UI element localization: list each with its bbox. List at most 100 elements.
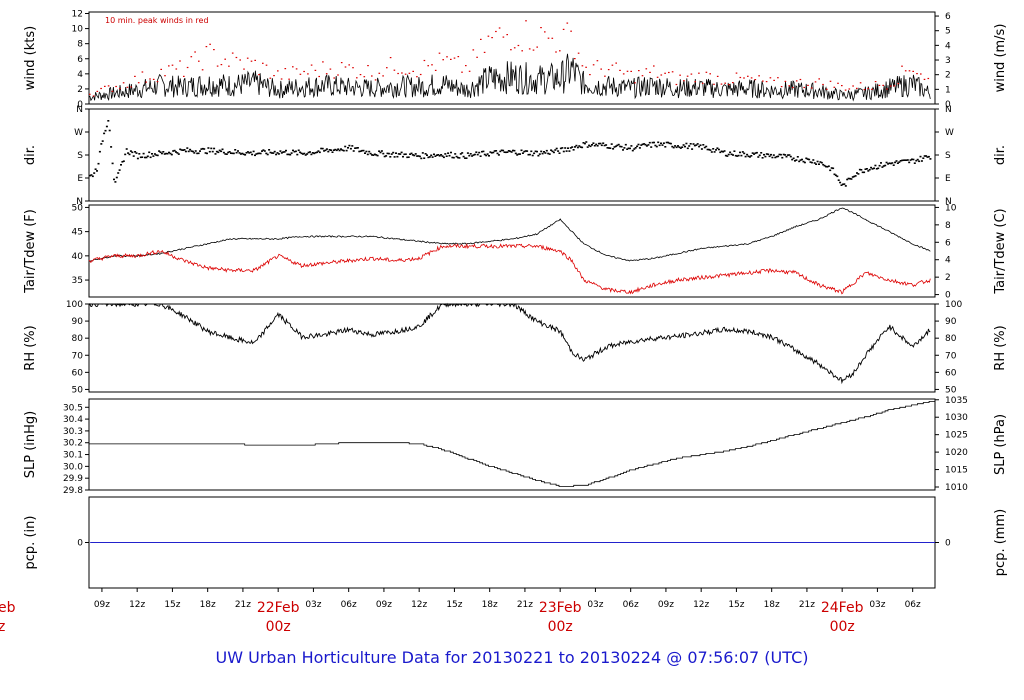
direction-point bbox=[492, 151, 495, 154]
peak-wind-point bbox=[607, 69, 610, 71]
peak-wind-point bbox=[510, 49, 512, 51]
direction-point bbox=[540, 150, 543, 153]
direction-point bbox=[132, 155, 135, 157]
direction-point bbox=[889, 162, 892, 165]
direction-point bbox=[839, 181, 842, 184]
direction-point bbox=[292, 149, 294, 152]
direction-point bbox=[155, 154, 158, 156]
direction-point bbox=[709, 149, 712, 151]
direction-point bbox=[311, 152, 314, 154]
peak-wind-point bbox=[555, 51, 557, 53]
peak-wind-point bbox=[491, 37, 493, 39]
direction-point bbox=[919, 155, 922, 158]
direction-point bbox=[244, 154, 247, 156]
direction-point bbox=[455, 155, 458, 158]
direction-point bbox=[650, 146, 653, 148]
direction-point bbox=[860, 169, 863, 171]
direction-point bbox=[857, 173, 860, 175]
peak-wind-point bbox=[386, 67, 388, 69]
direction-point bbox=[927, 155, 930, 158]
peak-wind-point bbox=[348, 64, 350, 66]
panel-frame-2 bbox=[88, 204, 936, 298]
peak-wind-point bbox=[916, 73, 918, 75]
direction-point bbox=[107, 120, 110, 122]
direction-point bbox=[699, 144, 702, 146]
direction-point bbox=[638, 147, 641, 149]
direction-point bbox=[772, 154, 775, 156]
direction-point bbox=[142, 152, 145, 155]
peak-wind-point bbox=[818, 78, 820, 80]
direction-point bbox=[834, 174, 837, 177]
xtick-label: 06z bbox=[623, 600, 639, 610]
peak-wind-point bbox=[254, 59, 256, 61]
direction-point bbox=[483, 153, 486, 156]
direction-point bbox=[145, 156, 148, 159]
ylabel-right: Tair/Tdew (C) bbox=[993, 208, 1008, 294]
direction-point bbox=[254, 154, 256, 157]
peak-wind-point bbox=[213, 49, 215, 51]
direction-point bbox=[606, 147, 609, 149]
peak-wind-point bbox=[265, 64, 268, 66]
peak-wind-point bbox=[562, 28, 565, 30]
peak-wind-point bbox=[863, 89, 866, 91]
direction-point bbox=[129, 150, 132, 152]
peak-wind-point bbox=[852, 85, 854, 87]
direction-point bbox=[444, 153, 447, 155]
peak-wind-point bbox=[382, 75, 384, 77]
direction-point bbox=[442, 156, 445, 159]
direction-point bbox=[324, 149, 327, 152]
direction-point bbox=[851, 176, 854, 178]
peak-wind-point bbox=[273, 75, 275, 77]
direction-point bbox=[210, 147, 213, 150]
direction-point bbox=[165, 152, 168, 155]
direction-point bbox=[481, 150, 483, 153]
direction-point bbox=[880, 162, 882, 164]
direction-point bbox=[662, 142, 665, 144]
direction-point bbox=[469, 153, 472, 155]
panel-frame-1 bbox=[88, 108, 936, 202]
direction-point bbox=[366, 153, 369, 156]
peak-wind-point bbox=[611, 64, 614, 66]
direction-point bbox=[486, 153, 489, 155]
direction-point bbox=[794, 160, 796, 162]
direction-point bbox=[379, 151, 382, 154]
direction-point bbox=[796, 156, 799, 158]
direction-point bbox=[349, 147, 352, 150]
direction-point bbox=[420, 157, 423, 160]
direction-point bbox=[719, 151, 722, 154]
ytick-label-left: 30.3 bbox=[63, 427, 83, 437]
direction-point bbox=[607, 147, 610, 149]
direction-point bbox=[135, 152, 138, 154]
peak-wind-point bbox=[856, 87, 858, 89]
direction-point bbox=[634, 147, 637, 149]
direction-point bbox=[786, 154, 789, 156]
direction-point bbox=[385, 155, 388, 157]
direction-point bbox=[358, 150, 361, 153]
direction-point bbox=[520, 149, 523, 152]
direction-point bbox=[496, 152, 499, 155]
direction-point bbox=[365, 150, 368, 153]
direction-point bbox=[389, 156, 392, 158]
direction-point bbox=[629, 147, 631, 150]
direction-point bbox=[732, 154, 734, 156]
ytick-label-right: 0 bbox=[945, 291, 951, 301]
peak-wind-point bbox=[175, 68, 178, 70]
peak-wind-point bbox=[446, 56, 448, 58]
peak-wind-point bbox=[604, 75, 606, 77]
direction-point bbox=[105, 125, 108, 128]
peak-wind-point bbox=[303, 70, 305, 73]
peak-wind-point bbox=[476, 56, 478, 58]
direction-point bbox=[850, 178, 853, 180]
peak-wind-point bbox=[848, 88, 851, 90]
peak-wind-point bbox=[104, 85, 106, 87]
direction-point bbox=[826, 166, 829, 168]
direction-point bbox=[820, 161, 823, 164]
peak-wind-point bbox=[874, 81, 877, 83]
direction-point bbox=[768, 155, 771, 158]
direction-point bbox=[861, 171, 864, 174]
peak-wind-point bbox=[258, 74, 260, 76]
xtick-label: 09z bbox=[94, 600, 110, 610]
peak-wind-point bbox=[886, 88, 888, 90]
peak-wind-point bbox=[145, 81, 147, 83]
